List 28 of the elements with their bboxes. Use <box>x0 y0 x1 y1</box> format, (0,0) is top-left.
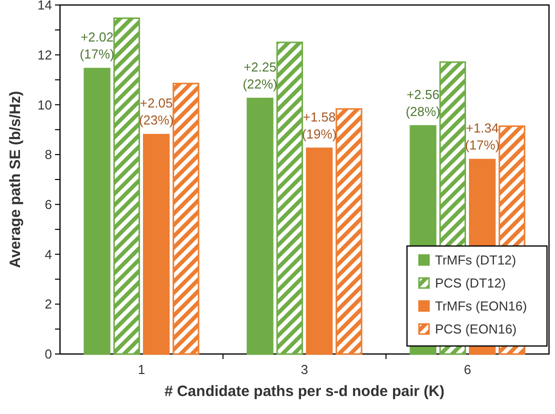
bar <box>246 98 274 355</box>
bar <box>84 68 110 355</box>
y-tick-label: 0 <box>44 346 52 362</box>
legend-label: TrMFs (EON16) <box>435 298 527 314</box>
bar <box>142 134 170 355</box>
bar <box>336 108 362 355</box>
legend-label: TrMFs (DT12) <box>435 252 516 268</box>
bar <box>113 17 140 355</box>
y-tick-label: 8 <box>44 147 52 162</box>
x-tick-label: 1 <box>138 362 146 377</box>
y-tick-label: 2 <box>44 296 52 312</box>
annotation: +2.25 (22%) <box>242 59 278 92</box>
annotation: +2.56 (28%) <box>406 86 440 119</box>
legend-label: PCS (EON16) <box>435 322 517 337</box>
y-tick-label: 4 <box>44 246 52 262</box>
x-tick-label: 6 <box>464 362 472 377</box>
bar <box>276 42 304 355</box>
annotation: +2.02 (17%) <box>80 30 114 62</box>
y-tick-label: 6 <box>44 196 52 212</box>
legend-label: PCS (DT12) <box>435 276 506 291</box>
x-tick-label: 3 <box>300 362 308 377</box>
y-axis-title: Average path SE (b/s/Hz) <box>7 91 24 268</box>
y-tick-label: 14 <box>38 0 52 13</box>
bar <box>172 82 200 355</box>
x-axis-title: # Candidate paths per s-d node pair (K) <box>164 383 445 400</box>
y-tick-label: 12 <box>38 47 52 62</box>
y-tick-label: 10 <box>38 97 52 112</box>
bar <box>306 148 333 355</box>
